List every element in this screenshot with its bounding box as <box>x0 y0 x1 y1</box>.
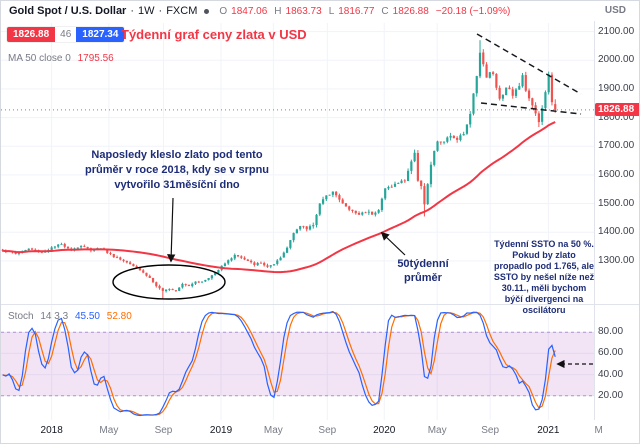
annotation-ssto-note[interactable]: Týdenní SSTO na 50 %. Pokud by zlato pro… <box>493 239 595 315</box>
stoch-tick-label: 60.00 <box>598 347 624 359</box>
stoch-tick-label: 40.00 <box>598 368 624 380</box>
price-tick-label: 1800.00 <box>598 111 635 123</box>
ma-value: 1795.56 <box>77 53 114 64</box>
stoch-label: Stoch <box>8 311 34 322</box>
annotation-arrow-1[interactable] <box>167 197 176 263</box>
stoch-tick-label: 20.00 <box>598 389 624 401</box>
chart-title-annotation[interactable]: Týdenní graf ceny zlata v USD <box>121 27 307 42</box>
stoch-k-line <box>2 310 556 417</box>
stoch-d-line <box>2 311 556 416</box>
price-tick-label: 2100.00 <box>598 25 635 37</box>
stoch-indicator-legend[interactable]: Stoch 14 3 3 45.50 52.80 <box>8 311 136 322</box>
ask-price[interactable]: 1827.34 <box>76 27 125 42</box>
time-tick-label: 2019 <box>209 425 233 436</box>
ma-indicator-legend[interactable]: MA 50 close 0 1795.56 <box>8 53 114 64</box>
time-tick-label: Sep <box>481 425 500 436</box>
time-tick-label: 2020 <box>373 425 396 436</box>
close-value: 1826.88 <box>392 5 429 17</box>
ma-50-line[interactable] <box>2 121 556 274</box>
bid-ask-widget[interactable]: 1826.88 46 1827.34 <box>7 27 125 42</box>
time-tick-label: 2018 <box>40 425 63 436</box>
chart-header: Gold Spot / U.S. Dollar · 1W · FXCM O 184… <box>1 1 639 21</box>
wedge-upper-trendline[interactable] <box>476 33 582 95</box>
price-tick-label: 1600.00 <box>598 168 635 180</box>
open-label: O <box>219 5 228 17</box>
low-value: 1816.77 <box>338 5 375 17</box>
currency-button[interactable]: USD <box>604 5 626 16</box>
close-label: C <box>381 5 389 17</box>
price-tick-label: 2000.00 <box>598 54 635 66</box>
time-tick-label: Sep <box>154 425 173 436</box>
time-axis[interactable]: 2018 May Sep 2019 May Sep 2020 May Sep 2021 M <box>1 420 639 443</box>
open-value: 1847.06 <box>231 5 268 17</box>
annotation-arrow-2[interactable] <box>380 231 406 256</box>
stoch-band <box>1 331 594 397</box>
high-value: 1863.73 <box>285 5 322 17</box>
stoch-k-value: 45.50 <box>74 311 100 322</box>
bid-price[interactable]: 1826.88 <box>7 27 56 42</box>
annotation-2018-low[interactable]: Naposledy kleslo zlato pod tento průměr … <box>84 149 270 191</box>
spread-value: 46 <box>55 27 77 42</box>
ma-label: MA 50 close 0 <box>8 53 71 64</box>
market-status-dot-icon <box>204 8 210 14</box>
price-tick-label: 1300.00 <box>598 254 635 266</box>
time-tick-label: Sep <box>318 425 337 436</box>
price-axis[interactable]: 2100.00 2000.00 1900.00 1800.00 1700.00 1600.… <box>595 1 639 421</box>
last-price-badge: 1826.88 <box>595 102 639 116</box>
time-tick-label: May <box>427 425 447 436</box>
exchange-label[interactable]: FXCM <box>166 5 198 17</box>
wedge-lower-trendline[interactable] <box>480 102 582 115</box>
symbol-title[interactable]: Gold Spot / U.S. Dollar <box>9 5 127 17</box>
price-tick-label: 1500.00 <box>598 197 635 209</box>
stoch-d-value: 52.80 <box>106 311 132 322</box>
low-label: L <box>328 5 335 17</box>
interval-label[interactable]: 1W <box>138 5 155 17</box>
time-tick-label: 2021 <box>537 425 560 436</box>
stoch-params: 14 3 3 <box>40 311 69 322</box>
separator-dot: · <box>130 5 135 17</box>
high-label: H <box>274 5 282 17</box>
separator-dot: · <box>158 5 163 17</box>
change-value: −20.18 (−1.09%) <box>435 5 511 17</box>
time-tick-label: May <box>99 425 119 436</box>
price-tick-label: 1900.00 <box>598 82 635 94</box>
annotation-ma-label[interactable]: 50týdenní průměr <box>397 258 449 284</box>
time-tick-label: M <box>594 425 603 436</box>
candles-layer <box>1 40 557 299</box>
ellipse-2018-low[interactable] <box>112 264 226 300</box>
stoch-tick-label: 80.00 <box>598 326 624 338</box>
time-tick-label: May <box>263 425 283 436</box>
price-tick-label: 1400.00 <box>598 226 635 238</box>
price-tick-label: 1700.00 <box>598 140 635 152</box>
